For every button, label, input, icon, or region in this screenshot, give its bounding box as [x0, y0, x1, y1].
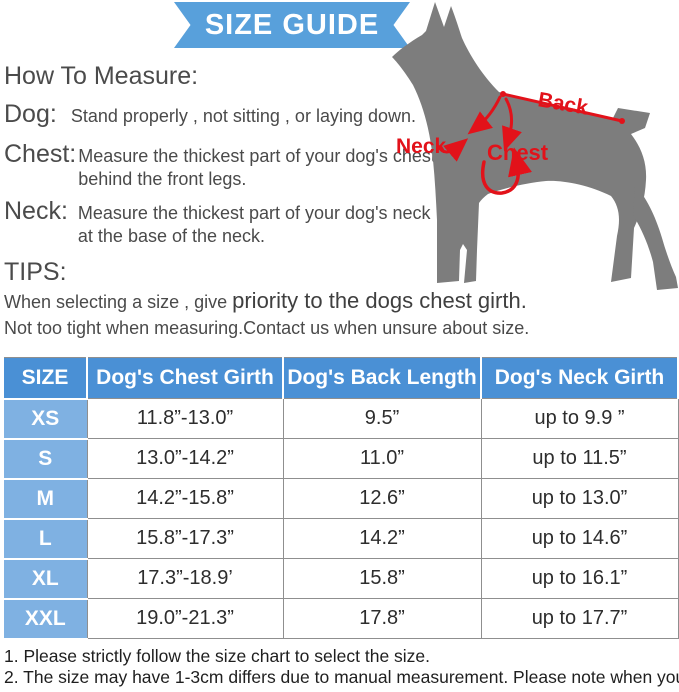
back-length-cell: 14.2”	[282, 518, 482, 559]
note-line-1: 1. Please strictly follow the size chart…	[4, 646, 431, 666]
neck-label: Neck:	[4, 197, 68, 225]
withers-to-neck-arrow-icon	[467, 95, 502, 135]
neck-instruction-line1: Measure the thickest part of your dog's …	[77, 203, 441, 223]
chest-diagram-label: Chest	[487, 140, 549, 165]
chest-label: Chest:	[4, 140, 77, 168]
header-neck-girth: Dog's Neck Girth	[480, 357, 679, 399]
chest-girth-cell: 14.2”-15.8”	[86, 478, 284, 519]
table-row: XL 17.3”-18.9’ 15.8” up to 16.1”	[2, 557, 679, 600]
size-cell: M	[2, 477, 88, 520]
size-guide-banner: SIZE GUIDE	[174, 2, 410, 48]
table-row: S 13.0”-14.2” 11.0” up to 11.5”	[2, 437, 679, 480]
table-row: M 14.2”-15.8” 12.6” up to 13.0”	[2, 477, 679, 520]
back-length-cell: 9.5”	[282, 398, 482, 439]
chest-girth-cell: 13.0”-14.2”	[86, 438, 284, 479]
header-size: SIZE	[2, 357, 88, 399]
neck-girth-cell: up to 9.9 ”	[480, 398, 679, 439]
dog-far-hind-leg	[633, 185, 678, 290]
back-length-cell: 11.0”	[282, 438, 482, 479]
neck-girth-cell: up to 17.7”	[480, 598, 679, 639]
table-row: XS 11.8”-13.0” 9.5” up to 9.9 ”	[2, 397, 679, 440]
table-row: XXL 19.0”-21.3” 17.8” up to 17.7”	[2, 597, 679, 640]
chest-girth-cell: 17.3”-18.9’	[86, 558, 284, 599]
size-cell: S	[2, 437, 88, 480]
chest-girth-cell: 19.0”-21.3”	[86, 598, 284, 639]
neck-instruction-line2: at the base of the neck.	[77, 226, 266, 246]
dog-label: Dog:	[4, 100, 57, 128]
how-to-measure-heading: How To Measure:	[4, 62, 199, 90]
back-line-start-dot	[500, 91, 506, 97]
size-cell: XXL	[2, 597, 88, 640]
chest-girth-cell: 15.8”-17.3”	[86, 518, 284, 559]
back-length-cell: 15.8”	[282, 558, 482, 599]
measure-item-chest: Chest: Measure the thickest part of your…	[4, 140, 446, 191]
header-chest-girth: Dog's Chest Girth	[86, 357, 284, 399]
note-line-2: 2. The size may have 1-3cm differs due t…	[4, 667, 679, 687]
neck-girth-cell: up to 14.6”	[480, 518, 679, 559]
back-length-cell: 12.6”	[282, 478, 482, 519]
tips-line1-normal: When selecting a size , give	[4, 292, 233, 312]
dog-measurement-diagram: Back Neck Chest	[392, 2, 678, 290]
size-cell: L	[2, 517, 88, 560]
neck-girth-cell: up to 11.5”	[480, 438, 679, 479]
chest-girth-cell: 11.8”-13.0”	[86, 398, 284, 439]
footer-notes: 1. Please strictly follow the size chart…	[4, 646, 679, 688]
dog-instruction: Stand properly , not sitting , or laying…	[70, 106, 417, 126]
tips-heading: TIPS:	[4, 258, 67, 286]
size-cell: XL	[2, 557, 88, 600]
size-cell: XS	[2, 397, 88, 440]
chest-instruction-line2: behind the front legs.	[78, 169, 247, 189]
chest-instruction-line1: Measure the thickest part of your dog's …	[78, 146, 446, 166]
chest-girth-arc-arrow-icon	[481, 147, 532, 195]
table-row: L 15.8”-17.3” 14.2” up to 14.6”	[2, 517, 679, 560]
header-back-length: Dog's Back Length	[282, 357, 482, 399]
table-header-row: SIZE Dog's Chest Girth Dog's Back Length…	[2, 357, 679, 399]
chest-instruction: Measure the thickest part of your dog's …	[78, 145, 446, 191]
banner-title: SIZE GUIDE	[204, 8, 380, 41]
back-length-cell: 17.8”	[282, 598, 482, 639]
back-measure-line	[501, 92, 624, 123]
neck-girth-cell: up to 13.0”	[480, 478, 679, 519]
neck-instruction: Measure the thickest part of your dog's …	[78, 202, 441, 248]
withers-to-chest-arrow-icon	[502, 97, 522, 152]
measure-item-neck: Neck: Measure the thickest part of your …	[4, 197, 441, 248]
size-chart-table: SIZE Dog's Chest Girth Dog's Back Length…	[2, 357, 679, 640]
neck-girth-cell: up to 16.1”	[480, 558, 679, 599]
measure-item-dog: Dog: Stand properly , not sitting , or l…	[4, 100, 416, 129]
tips-line2: Not too tight when measuring.Contact us …	[4, 318, 530, 338]
tips-line1-emphasis: priority to the dogs chest girth.	[232, 288, 527, 313]
back-line-end-dot	[619, 118, 625, 124]
neck-diagram-label: Neck	[396, 135, 447, 158]
tips-line1: When selecting a size , give priority to…	[4, 288, 527, 314]
neck-curl-arrow-icon	[436, 138, 469, 162]
